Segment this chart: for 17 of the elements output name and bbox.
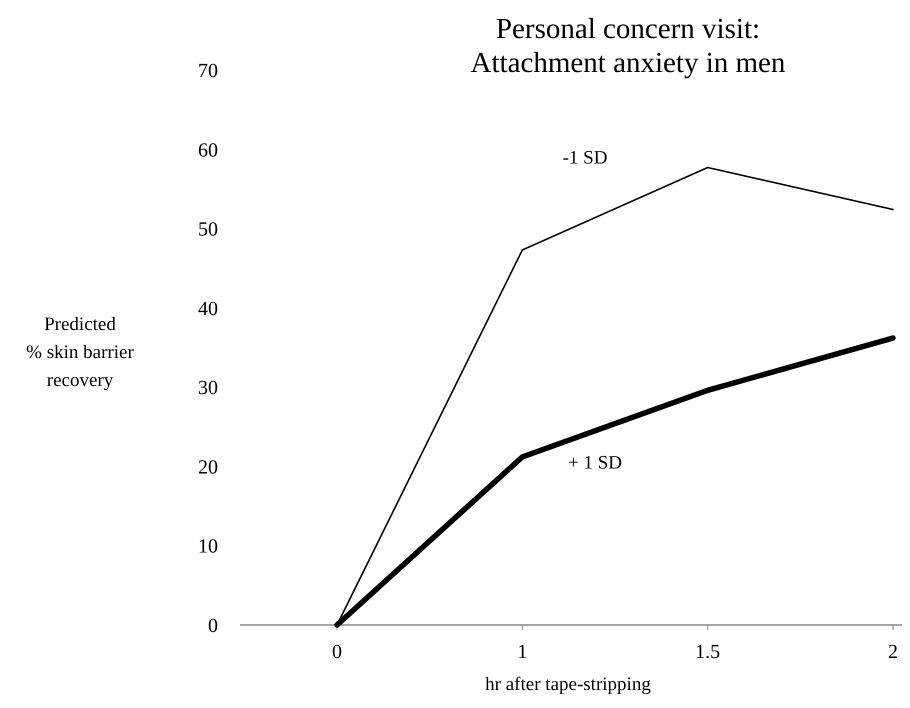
x-tick-label: 1.5 xyxy=(695,641,720,663)
y-tick-label: 30 xyxy=(198,377,218,400)
x-tick-label: 1 xyxy=(517,641,528,663)
y-tick-label: 60 xyxy=(198,139,218,162)
x-tick-label: 0 xyxy=(332,641,342,663)
y-tick-label: 50 xyxy=(198,218,218,241)
y-axis-title: Predicted % skin barrier recovery xyxy=(26,314,134,391)
y-tick-label: 0 xyxy=(208,615,218,637)
series-label: + 1 SD xyxy=(568,452,622,474)
y-tick-label: 20 xyxy=(198,456,218,478)
x-tick-label: 2 xyxy=(888,641,898,663)
x-axis-title: hr after tape-stripping xyxy=(485,674,652,695)
text: -1 SD xyxy=(562,148,608,169)
y-tick-label: 70 xyxy=(198,60,218,82)
y-tick-label: 10 xyxy=(198,536,218,558)
y-tick-label: 40 xyxy=(198,298,218,320)
chart-title: Personal concern visit: Attachment anxiety in men xyxy=(470,13,786,79)
